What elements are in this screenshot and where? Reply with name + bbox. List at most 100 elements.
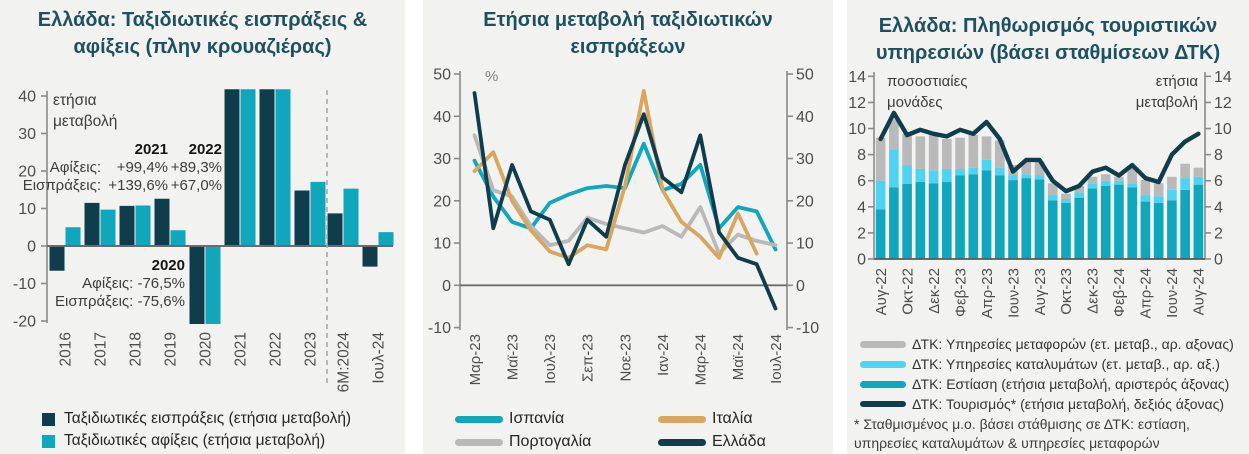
svg-text:10: 10 [848, 121, 866, 138]
svg-text:-10: -10 [796, 320, 819, 337]
svg-text:Αφίξεις:Εισπράξεις:: Αφίξεις: Εισπράξεις: [23, 159, 101, 194]
legend-label-tourism-total: ΔΤΚ: Τουρισμός* (ετήσια μεταβολή, δεξιός… [912, 396, 1224, 412]
panel-tourism-services-inflation: Ελλάδα: Πληθωρισμός τουριστικών υπηρεσιώ… [847, 0, 1249, 454]
legend-item-spain: Ισπανία [455, 409, 564, 429]
transport-services-swatch [860, 340, 906, 348]
svg-text:6: 6 [1214, 173, 1223, 190]
svg-text:40: 40 [433, 109, 451, 126]
legend-item-transport-services: ΔΤΚ: Υπηρεσίες μεταφορών (ετ. μεταβ., αρ… [860, 335, 1234, 353]
svg-text:14: 14 [848, 69, 866, 86]
chart3-title-line1: Ελλάδα: Πληθωρισμός τουριστικών [878, 15, 1218, 37]
svg-text:20: 20 [433, 193, 451, 210]
country-lines-chart: 50 50 40 40 30 30 20 20 10 10 0 0 -10 -10% Μαρ-23 Μαϊ-2… [428, 67, 819, 386]
svg-text:Απρ-24: Απρ-24 [1138, 268, 1155, 319]
svg-text:14: 14 [1214, 69, 1232, 86]
svg-text:2017: 2017 [92, 332, 109, 366]
accommodation-services-swatch [860, 360, 906, 368]
svg-text:Φεβ-24: Φεβ-24 [1111, 268, 1128, 317]
legend-label-catering: ΔΤΚ: Εστίαση (ετήσια μεταβολή, αριστερός… [912, 376, 1230, 392]
svg-text:Ιουλ-23: Ιουλ-23 [542, 334, 559, 384]
legend-item-arrivals: Ταξιδιωτικές αφίξεις (ετήσια μεταβολή) [42, 431, 325, 451]
svg-text:Οκτ-23: Οκτ-23 [1058, 268, 1075, 315]
svg-text:Δεκ-23: Δεκ-23 [1085, 268, 1102, 314]
chart1-title-line2: αφίξεις (πλην κρουαζιέρας) [73, 36, 332, 58]
svg-text:2022+89,3%+67,0%: 2022 +89,3% +67,0% [171, 141, 222, 194]
svg-text:2021: 2021 [232, 332, 249, 366]
footnote-line1: * Σταθμισμένος μ.ο. βάσει στάθμισης σε Δ… [854, 416, 1190, 432]
chart3-title: Ελλάδα: Πληθωρισμός τουριστικών υπηρεσιώ… [847, 13, 1249, 67]
receipts-swatch [42, 412, 55, 426]
svg-text:10: 10 [796, 236, 814, 253]
svg-text:Μαϊ-23: Μαϊ-23 [504, 334, 521, 380]
svg-text:-10: -10 [13, 276, 36, 293]
svg-text:0: 0 [27, 239, 36, 256]
svg-text:Οκτ-22: Οκτ-22 [899, 268, 916, 315]
svg-text:Απρ-23: Απρ-23 [979, 268, 996, 319]
svg-text:Ιουν-23: Ιουν-23 [1005, 268, 1022, 318]
spain-line-swatch [455, 415, 503, 423]
svg-text:40: 40 [18, 89, 36, 106]
panel-receipts-change-by-country: Ετήσια μεταβολή ταξιδιωτικών εισπράξεων … [423, 0, 833, 454]
svg-text:ετήσια: ετήσια [53, 92, 97, 109]
arrivals-swatch [42, 434, 55, 448]
svg-text:Σεπ-23: Σεπ-23 [580, 334, 597, 382]
catering-swatch [860, 380, 906, 388]
legend-label-transport-services: ΔΤΚ: Υπηρεσίες μεταφορών (ετ. μεταβ., αρ… [912, 336, 1234, 352]
chart2-title-line2: εισπράξεων [570, 36, 686, 58]
svg-text:10: 10 [18, 201, 36, 218]
chart1-title-line1: Ελλάδα: Ταξιδιωτικές εισπράξεις & [37, 9, 368, 31]
svg-text:20: 20 [796, 193, 814, 210]
portugal-line-swatch [455, 438, 503, 446]
svg-text:2020: 2020 [197, 332, 214, 367]
italy-line-swatch [658, 415, 706, 423]
svg-text:4: 4 [857, 199, 866, 216]
chart1-title: Ελλάδα: Ταξιδιωτικές εισπράξεις & αφίξει… [0, 7, 405, 61]
tourism-total-line-swatch [860, 401, 906, 407]
svg-text:ποσοστιαίες: ποσοστιαίες [887, 73, 968, 90]
svg-text:6Μ:2024: 6Μ:2024 [335, 332, 352, 393]
svg-text:Μαϊ-24: Μαϊ-24 [730, 334, 747, 380]
svg-text:-10: -10 [428, 320, 451, 337]
svg-text:Ιουν-24: Ιουν-24 [1164, 268, 1181, 318]
greece-line-swatch [658, 438, 706, 446]
svg-text:10: 10 [1214, 121, 1232, 138]
panel-travel-receipts-arrivals: Ελλάδα: Ταξιδιωτικές εισπράξεις & αφίξει… [0, 0, 405, 454]
receipts-arrivals-bar-chart: 40 30 20 10 0 -10 -20 2016 2017 2018 2019 2020 2021 2… [13, 89, 394, 393]
svg-text:30: 30 [18, 126, 36, 143]
svg-text:8: 8 [1214, 147, 1223, 164]
svg-text:2: 2 [857, 225, 866, 242]
svg-text:Μαρ-24: Μαρ-24 [693, 334, 710, 385]
svg-text:ετήσια: ετήσια [1156, 73, 1199, 90]
svg-text:2: 2 [1214, 225, 1223, 242]
legend-item-accommodation-services: ΔΤΚ: Υπηρεσίες καταλυμάτων (ετ. μεταβ., … [860, 355, 1220, 373]
svg-text:2022: 2022 [267, 332, 284, 366]
legend-item-catering: ΔΤΚ: Εστίαση (ετήσια μεταβολή, αριστερός… [860, 375, 1229, 393]
svg-text:4: 4 [1214, 199, 1223, 216]
svg-text:30: 30 [796, 151, 814, 168]
chart2-title-line1: Ετήσια μεταβολή ταξιδιωτικών [483, 9, 773, 31]
svg-text:12: 12 [1214, 95, 1232, 112]
legend-label-italy: Ιταλία [712, 410, 753, 427]
svg-text:2019: 2019 [162, 332, 179, 366]
svg-text:2018: 2018 [127, 332, 144, 366]
svg-text:20: 20 [18, 164, 36, 181]
legend-item-italy: Ιταλία [658, 409, 753, 429]
chart2-title: Ετήσια μεταβολή ταξιδιωτικών εισπράξεων [423, 7, 833, 61]
svg-text:50: 50 [796, 67, 814, 84]
svg-text:Φεβ-23: Φεβ-23 [952, 268, 969, 317]
svg-text:0: 0 [442, 278, 451, 295]
svg-text:%: % [485, 68, 498, 85]
footnote-line2: υπηρεσίες καταλυμάτων & υπηρεσίες μεταφο… [854, 435, 1160, 451]
svg-text:μεταβολή: μεταβολή [1136, 94, 1198, 111]
legend-item-portugal: Πορτογαλία [455, 432, 591, 452]
svg-text:Αυγ-22: Αυγ-22 [873, 268, 890, 315]
legend-label-arrivals: Ταξιδιωτικές αφίξεις (ετήσια μεταβολή) [64, 432, 326, 449]
svg-text:Νοε-23: Νοε-23 [617, 334, 634, 382]
svg-text:12: 12 [848, 95, 866, 112]
chart3-title-line2: υπηρεσιών (βάσει σταθμίσεων ΔΤΚ) [875, 42, 1221, 64]
legend-label-portugal: Πορτογαλία [509, 433, 592, 450]
legend-label-receipts: Ταξιδιωτικές εισπράξεις (ετήσια μεταβολή… [64, 410, 352, 427]
chart3-footnote: * Σταθμισμένος μ.ο. βάσει στάθμισης σε Δ… [854, 415, 1190, 453]
